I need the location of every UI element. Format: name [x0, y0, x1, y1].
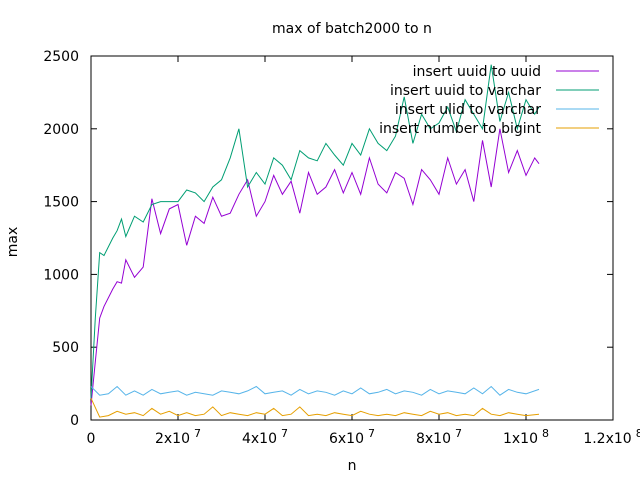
- y-axis-label: max: [5, 227, 21, 258]
- x-tick-label-base: 6x10: [329, 431, 364, 447]
- x-tick-label-exponent: 7: [455, 427, 462, 440]
- legend-label-1: insert uuid to uuid: [413, 64, 541, 80]
- legend-label-2: insert uuid to varchar: [390, 83, 541, 99]
- x-tick-label: 1.2x10 8: [583, 427, 640, 447]
- series-line-2: [90, 64, 540, 399]
- x-tick-label-exponent: 7: [194, 427, 201, 440]
- x-tick-label-base: 4x10: [242, 431, 277, 447]
- y-tick-label: 2000: [43, 122, 79, 138]
- legend-label-4: insert number to bigint: [379, 121, 541, 137]
- chart-title: max of batch2000 to n: [272, 21, 432, 37]
- x-tick-label-base: 1x10: [503, 431, 538, 447]
- y-tick-label: 500: [52, 340, 79, 356]
- x-tick-label-exponent: 8: [636, 427, 640, 440]
- x-tick-label: 4x10 7: [242, 427, 288, 447]
- x-axis-label: n: [348, 458, 357, 474]
- y-tick-label: 2500: [43, 49, 79, 65]
- x-tick-label: 6x10 7: [329, 427, 375, 447]
- x-tick-label-exponent: 7: [281, 427, 288, 440]
- y-tick-label: 0: [70, 413, 79, 429]
- x-tick-label: 0: [87, 431, 96, 447]
- y-tick-label: 1500: [43, 195, 79, 211]
- x-tick-label: 8x10 7: [416, 427, 462, 447]
- series-line-1: [90, 128, 540, 406]
- x-tick-label-base: 2x10: [155, 431, 190, 447]
- x-tick-label: 1x10 8: [503, 427, 549, 447]
- x-tick-label-base: 0: [87, 431, 96, 447]
- x-tick-label-exponent: 7: [368, 427, 375, 440]
- x-tick-label-base: 1.2x10: [583, 431, 631, 447]
- series-line-4: [90, 397, 540, 418]
- legend-label-3: insert ulid to varchar: [395, 102, 541, 118]
- series-layer: [90, 64, 540, 418]
- x-tick-label: 2x10 7: [155, 427, 201, 447]
- x-tick-label-exponent: 8: [542, 427, 549, 440]
- x-tick-label-base: 8x10: [416, 431, 451, 447]
- series-line-3: [90, 385, 540, 396]
- y-tick-label: 1000: [43, 267, 79, 283]
- legend: insert uuid to uuid insert uuid to varcha…: [379, 64, 599, 137]
